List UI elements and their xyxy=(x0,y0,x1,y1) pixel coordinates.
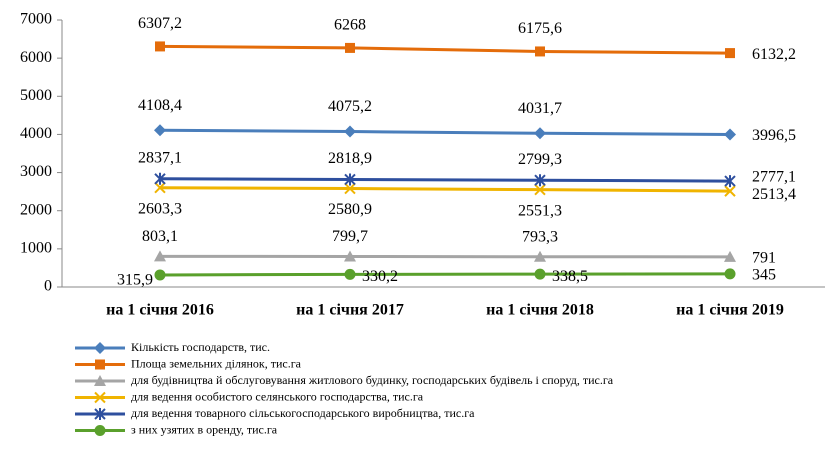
legend-label: для ведення особистого селянського госпо… xyxy=(131,389,424,403)
series-line xyxy=(159,177,731,183)
data-label: 2777,1 xyxy=(752,169,796,186)
legend-marker xyxy=(94,425,106,436)
marker xyxy=(724,185,736,197)
legend-marker xyxy=(94,391,106,404)
data-label: 2551,3 xyxy=(518,202,562,219)
marker xyxy=(344,182,356,195)
x-tick-label: на 1 січня 2019 xyxy=(676,302,784,319)
x-tick-label: на 1 січня 2018 xyxy=(486,302,594,319)
series-line xyxy=(159,272,731,277)
data-label: 4108,4 xyxy=(138,97,182,114)
series-line xyxy=(159,186,731,193)
marker xyxy=(344,173,356,186)
y-tick-label: 2000 xyxy=(20,201,52,218)
legend-label: Кількість господарств, тис. xyxy=(131,340,270,354)
marker xyxy=(534,268,546,280)
legend-marker xyxy=(94,375,106,386)
legend-label: для ведення товарного сільськогосподарсь… xyxy=(131,406,475,420)
y-tick-label: 4000 xyxy=(20,125,52,142)
series-line xyxy=(159,44,731,55)
data-label: 3996,5 xyxy=(752,127,796,144)
marker xyxy=(535,46,545,57)
y-tick-label: 3000 xyxy=(20,163,52,180)
data-label: 2603,3 xyxy=(138,200,182,217)
data-label: 2799,3 xyxy=(518,151,562,168)
marker xyxy=(724,175,736,188)
data-label: 2837,1 xyxy=(138,149,182,166)
marker xyxy=(534,183,546,196)
data-label: 793,3 xyxy=(522,228,558,245)
marker xyxy=(724,268,736,280)
data-label: 6307,2 xyxy=(138,15,182,32)
series-line xyxy=(159,128,731,137)
marker xyxy=(345,42,355,53)
marker xyxy=(154,269,166,281)
marker xyxy=(344,268,356,280)
data-label: 2818,9 xyxy=(328,150,372,167)
marker xyxy=(155,41,165,52)
data-label: 803,1 xyxy=(142,228,178,245)
data-label: 330,2 xyxy=(362,268,398,285)
legend-label: для будівництва й обслуговування житлово… xyxy=(131,373,614,387)
data-label: 4031,7 xyxy=(518,100,562,117)
data-label: 338,5 xyxy=(552,268,588,285)
marker xyxy=(154,250,166,262)
data-label: 315,9 xyxy=(117,272,153,289)
y-tick-label: 5000 xyxy=(20,87,52,104)
data-label: 6132,2 xyxy=(752,46,796,63)
data-label: 345 xyxy=(752,267,776,284)
data-label: 6175,6 xyxy=(518,20,562,37)
marker xyxy=(724,250,736,262)
marker xyxy=(534,250,546,262)
y-tick-label: 6000 xyxy=(20,49,52,66)
data-label: 4075,2 xyxy=(328,98,372,115)
marker xyxy=(725,48,735,59)
data-label: 2513,4 xyxy=(752,186,796,203)
marker xyxy=(534,127,546,140)
marker xyxy=(154,124,166,137)
data-label: 791 xyxy=(752,250,776,267)
marker xyxy=(154,172,166,185)
marker xyxy=(724,128,736,141)
marker xyxy=(534,174,546,187)
y-tick-label: 1000 xyxy=(20,240,52,257)
marker xyxy=(344,250,356,262)
y-tick-label: 0 xyxy=(44,278,52,295)
data-label: 2580,9 xyxy=(328,201,372,218)
x-tick-label: на 1 січня 2017 xyxy=(296,302,404,319)
legend-label: з них узятих в оренду, тис.га xyxy=(131,422,278,436)
data-label: 6268 xyxy=(334,17,366,34)
legend-marker xyxy=(94,408,106,420)
legend-label: Площа земельних ділянок, тис.га xyxy=(131,356,302,370)
legend-marker xyxy=(94,342,106,354)
marker xyxy=(344,125,356,138)
legend-marker xyxy=(95,359,105,370)
x-tick-label: на 1 січня 2016 xyxy=(106,302,214,319)
y-tick-label: 7000 xyxy=(20,11,52,28)
marker xyxy=(154,181,166,194)
data-label: 799,7 xyxy=(332,228,368,245)
